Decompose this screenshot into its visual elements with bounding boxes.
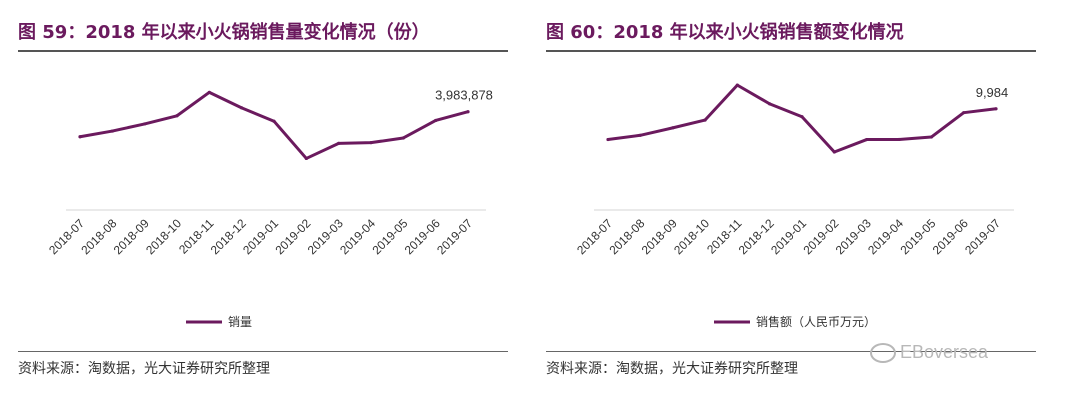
data-point (994, 107, 998, 111)
data-point (434, 118, 438, 123)
data-point (369, 141, 373, 145)
data-point (897, 137, 901, 142)
line-chart: 2018-072018-082018-092018-102018-112018-… (46, 88, 493, 329)
source-divider (18, 351, 508, 352)
x-tick-label: 2018-10 (671, 216, 712, 257)
data-point (337, 141, 341, 145)
data-point (466, 110, 470, 114)
x-tick-label: 2018-10 (143, 216, 184, 257)
x-tick-label: 2019-07 (434, 216, 475, 257)
title-divider (546, 50, 1036, 52)
data-point (401, 136, 405, 140)
data-point (638, 133, 642, 137)
chart-title: 图 59：2018 年以来小火锅销售量变化情况（份） (18, 22, 430, 43)
legend-label: 销售额（人民币万元） (756, 314, 876, 329)
data-point (768, 102, 772, 106)
data-point (78, 135, 82, 139)
data-point (207, 90, 211, 94)
wechat-icon (870, 343, 896, 364)
data-point (962, 111, 966, 115)
data-point (606, 137, 610, 142)
data-point (735, 83, 739, 87)
data-point (832, 150, 836, 154)
data-point (929, 135, 933, 139)
data-point (175, 114, 179, 118)
data-point (304, 156, 308, 161)
chart-panel-sales-volume: 图 59：2018 年以来小火锅销售量变化情况（份） 2018-07 2018-0… (18, 0, 518, 400)
data-point (272, 119, 276, 123)
source-note: 资料来源：淘数据，光大证券研究所整理 (546, 361, 798, 377)
series-line (78, 90, 470, 160)
data-label: 3,983,878 (435, 88, 493, 103)
line-chart: 2018-072018-082018-092018-102018-112018-… (574, 83, 1014, 329)
series-line (606, 83, 998, 154)
data-point (671, 126, 675, 130)
watermark-text: EBoversea (900, 342, 989, 362)
watermark: EBoversea (870, 342, 989, 364)
title-divider (18, 50, 508, 52)
data-point (865, 137, 869, 142)
source-divider (546, 351, 1036, 352)
data-point (800, 115, 804, 119)
chart-title: 图 60：2018 年以来小火锅销售额变化情况 (546, 22, 904, 43)
x-tick-label: 2019-07 (962, 216, 1003, 257)
data-label: 9,984 (976, 85, 1009, 100)
data-point (240, 106, 244, 110)
legend-label: 销量 (228, 315, 252, 329)
data-point (143, 122, 147, 126)
data-point (110, 129, 114, 133)
chart-panel-sales-amount: 图 60：2018 年以来小火锅销售额变化情况 2018-07 2018-08 20… (546, 0, 1046, 400)
source-note: 资料来源：淘数据，光大证券研究所整理 (18, 361, 270, 377)
data-point (703, 118, 707, 122)
